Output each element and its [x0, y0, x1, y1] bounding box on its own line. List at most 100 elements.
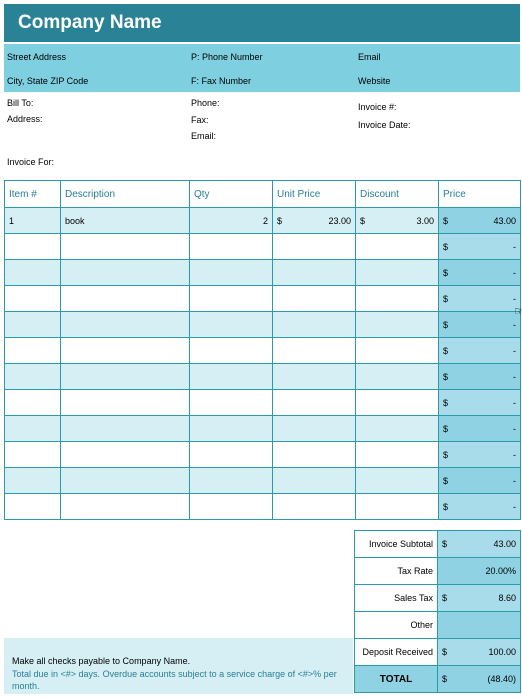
city-state-zip[interactable]: City, State ZIP Code — [7, 76, 89, 86]
discount-cell[interactable] — [355, 441, 439, 468]
unit-price-cell[interactable] — [272, 389, 356, 416]
qty-cell[interactable] — [189, 467, 273, 494]
unit-price-cell[interactable] — [272, 493, 356, 520]
description-cell[interactable] — [60, 493, 190, 520]
unit-price-cell[interactable] — [272, 311, 356, 338]
total-cell[interactable]: $ (48.40) — [437, 665, 521, 693]
price-cell[interactable]: $ - — [438, 233, 521, 260]
price-cell[interactable]: $ - — [438, 389, 521, 416]
qty-cell[interactable] — [189, 363, 273, 390]
col-discount[interactable]: Discount — [355, 180, 439, 208]
description-cell[interactable] — [60, 389, 190, 416]
price-cell[interactable]: $43.00 — [438, 207, 521, 234]
email-label[interactable]: Email: — [191, 131, 217, 141]
company-name[interactable]: Company Name — [18, 12, 162, 33]
fax-label[interactable]: Fax: — [191, 115, 209, 125]
discount-cell[interactable] — [355, 389, 439, 416]
checks-payable-note[interactable]: Make all checks payable to Company Name. — [12, 656, 191, 666]
description-cell[interactable] — [60, 415, 190, 442]
other-cell[interactable] — [437, 611, 521, 639]
description-cell[interactable] — [60, 233, 190, 260]
unit-price-cell[interactable] — [272, 441, 356, 468]
item-number-cell[interactable]: 1 — [4, 207, 61, 234]
street-address[interactable]: Street Address — [7, 52, 67, 62]
unit-price-cell[interactable] — [272, 363, 356, 390]
col-qty[interactable]: Qty — [189, 180, 273, 208]
item-number-cell[interactable] — [4, 285, 61, 312]
unit-price-cell[interactable] — [272, 415, 356, 442]
unit-price-cell[interactable] — [272, 285, 356, 312]
item-number-cell[interactable] — [4, 259, 61, 286]
qty-cell[interactable] — [189, 233, 273, 260]
unit-price-cell[interactable] — [272, 233, 356, 260]
item-number-cell[interactable] — [4, 441, 61, 468]
price-cell[interactable]: $ - — [438, 337, 521, 364]
item-number-cell[interactable] — [4, 493, 61, 520]
phone-label[interactable]: Phone: — [191, 98, 220, 108]
item-number-cell[interactable] — [4, 233, 61, 260]
price-cell[interactable]: $ - — [438, 467, 521, 494]
qty-cell[interactable] — [189, 259, 273, 286]
discount-cell[interactable] — [355, 311, 439, 338]
qty-cell[interactable] — [189, 441, 273, 468]
unit-price-cell[interactable] — [272, 337, 356, 364]
discount-cell[interactable] — [355, 415, 439, 442]
invoice-date-label[interactable]: Invoice Date: — [358, 120, 411, 130]
unit-price-cell[interactable]: $23.00 — [272, 207, 356, 234]
col-price[interactable]: Price — [438, 180, 521, 208]
col-description[interactable]: Description — [60, 180, 190, 208]
bill-to-label[interactable]: Bill To: — [7, 98, 34, 108]
description-cell[interactable] — [60, 285, 190, 312]
price-cell[interactable]: $ - — [438, 415, 521, 442]
discount-cell[interactable] — [355, 493, 439, 520]
price-cell[interactable]: $ - — [438, 441, 521, 468]
price-cell[interactable]: $ - — [438, 285, 521, 312]
qty-cell[interactable] — [189, 311, 273, 338]
sales-tax-cell[interactable]: $8.60 — [437, 584, 521, 612]
price-cell[interactable]: $ - — [438, 493, 521, 520]
qty-cell[interactable]: 2 — [189, 207, 273, 234]
company-email[interactable]: Email — [358, 52, 381, 62]
discount-cell[interactable] — [355, 363, 439, 390]
discount-cell[interactable] — [355, 233, 439, 260]
overdue-terms-note[interactable]: Total due in <#> days. Overdue accounts … — [12, 669, 337, 691]
invoice-for-label[interactable]: Invoice For: — [7, 157, 55, 167]
item-number-cell[interactable] — [4, 337, 61, 364]
item-number-cell[interactable] — [4, 415, 61, 442]
item-number-cell[interactable] — [4, 363, 61, 390]
description-cell[interactable] — [60, 311, 190, 338]
company-phone[interactable]: P: Phone Number — [191, 52, 263, 62]
unit-price-cell[interactable] — [272, 467, 356, 494]
address-label[interactable]: Address: — [7, 114, 43, 124]
qty-cell[interactable] — [189, 415, 273, 442]
item-number-cell[interactable] — [4, 467, 61, 494]
discount-cell[interactable] — [355, 337, 439, 364]
unit-price-cell[interactable] — [272, 259, 356, 286]
description-cell[interactable]: book — [60, 207, 190, 234]
subtotal-cell[interactable]: $43.00 — [437, 530, 521, 558]
item-number-cell[interactable] — [4, 311, 61, 338]
price-cell[interactable]: $ - — [438, 259, 521, 286]
tax-rate-cell[interactable]: 20.00% — [437, 557, 521, 585]
discount-cell[interactable] — [355, 285, 439, 312]
invoice-number-label[interactable]: Invoice #: — [358, 102, 397, 112]
discount-cell[interactable] — [355, 259, 439, 286]
qty-cell[interactable] — [189, 493, 273, 520]
description-cell[interactable] — [60, 363, 190, 390]
col-item-number[interactable]: Item # — [4, 180, 61, 208]
discount-cell[interactable] — [355, 467, 439, 494]
description-cell[interactable] — [60, 337, 190, 364]
description-cell[interactable] — [60, 259, 190, 286]
qty-cell[interactable] — [189, 285, 273, 312]
item-number-cell[interactable] — [4, 389, 61, 416]
description-cell[interactable] — [60, 441, 190, 468]
qty-cell[interactable] — [189, 337, 273, 364]
discount-cell[interactable]: $3.00 — [355, 207, 439, 234]
qty-cell[interactable] — [189, 389, 273, 416]
company-website[interactable]: Website — [358, 76, 391, 86]
description-cell[interactable] — [60, 467, 190, 494]
company-fax[interactable]: F: Fax Number — [191, 76, 252, 86]
deposit-cell[interactable]: $100.00 — [437, 638, 521, 666]
price-cell[interactable]: $ - — [438, 363, 521, 390]
price-cell[interactable]: $ - — [438, 311, 521, 338]
